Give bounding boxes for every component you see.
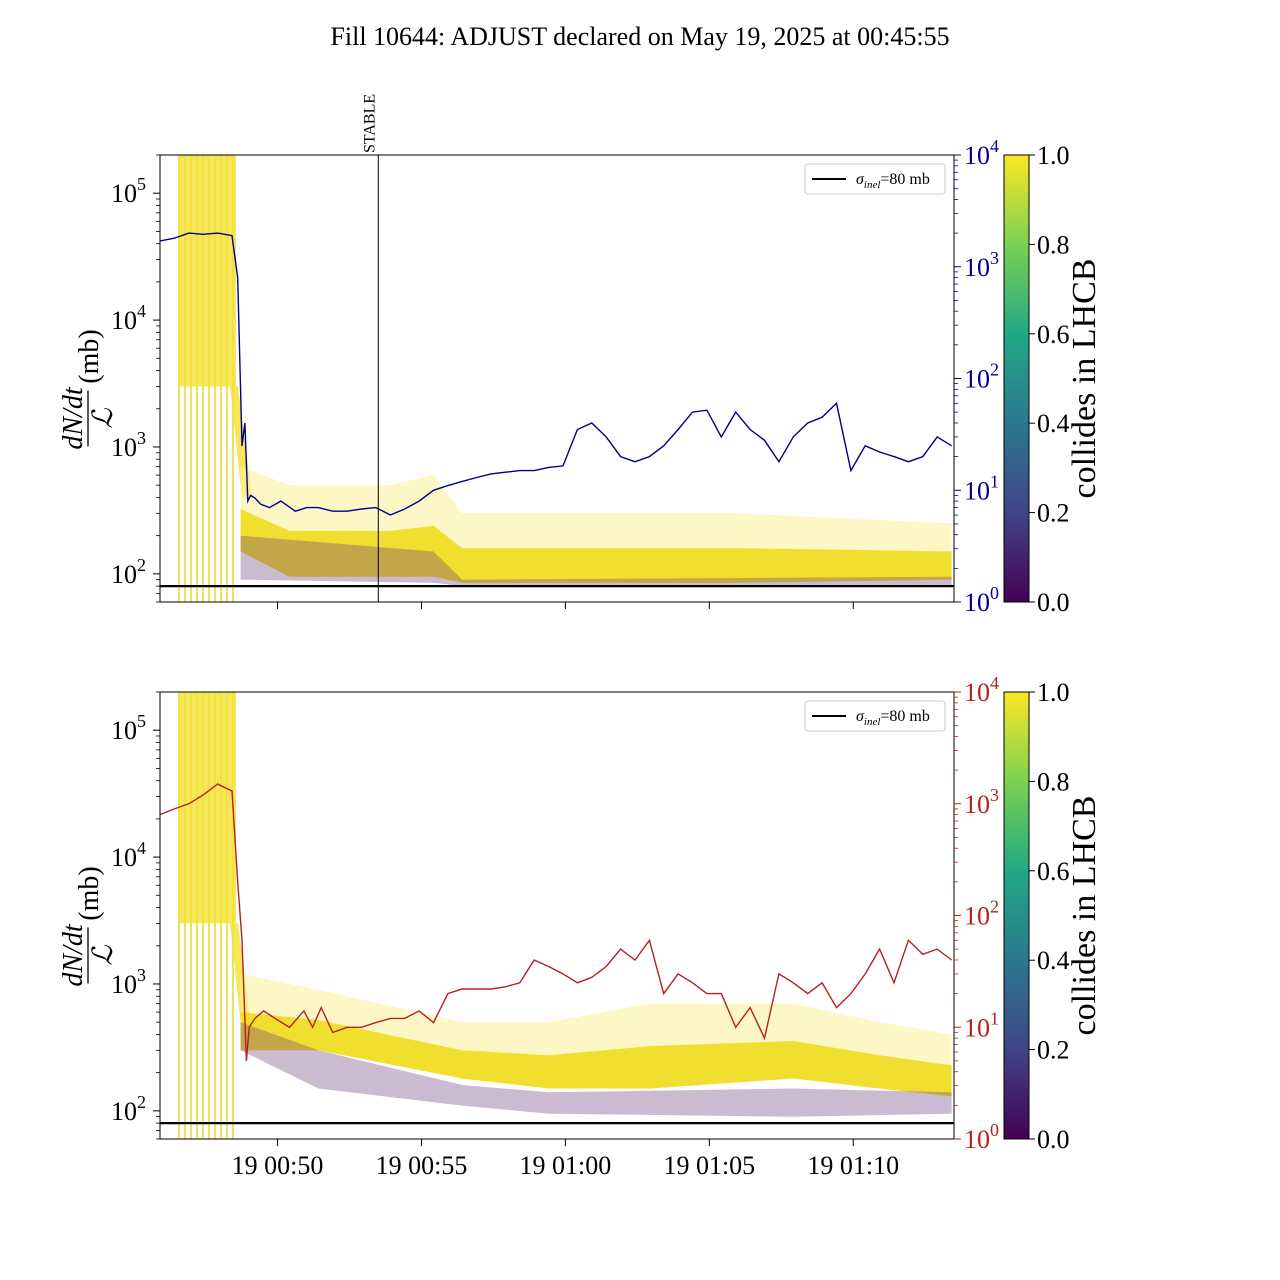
stable-marker-label: STABLE: [361, 94, 378, 153]
legend-box: [804, 700, 946, 732]
colorbar-tick-label: 1.0: [1037, 678, 1070, 707]
y-axis-label: dN/dt ℒ (mb): [58, 329, 119, 449]
colorbar-tick-label: 0.6: [1037, 320, 1070, 349]
y-tick-label: 104: [111, 301, 146, 335]
pre-adjust-band: [178, 155, 236, 387]
purple-band: [240, 1022, 952, 1117]
y2-tick-label: 104: [964, 673, 999, 707]
x-tick-label: 19 00:50: [232, 1151, 324, 1180]
y-tick-label: 105: [111, 174, 146, 208]
y-tick-label: 102: [111, 555, 146, 589]
y-tick-label: 103: [111, 965, 146, 999]
colorbar-gradient: [1003, 154, 1030, 603]
colorbar-tick-label: 1.0: [1037, 141, 1070, 170]
y2-tick-label: 104: [964, 136, 999, 170]
panel-top: STABLE 102 103 104 105 100 101 102 103 104 dN/dt ℒ (…: [58, 94, 1103, 617]
legend-label: σinel=80 mb: [856, 171, 930, 191]
bottom-plot-area: [160, 692, 954, 1139]
panel-bottom: 102 103 104 105 100 101 102 103 104 19 00:50 19 00…: [58, 673, 1103, 1180]
colorbar: 0.0 0.2 0.4 0.6 0.8 1.0 collides in LHCB: [1003, 678, 1103, 1154]
top-plot-area: [160, 155, 954, 602]
y2-tick-label: 103: [964, 785, 999, 819]
legend: σinel=80 mb: [804, 700, 946, 732]
top-y2-series-line: [160, 232, 952, 516]
colorbar-tick-label: 0.2: [1037, 1036, 1070, 1065]
colorbar-tick-label: 0.8: [1037, 230, 1070, 259]
colorbar-label: collides in LHCB: [1066, 259, 1103, 499]
y2-tick-label: 103: [964, 248, 999, 282]
legend-label: σinel=80 mb: [856, 708, 930, 728]
colorbar-tick-label: 0.8: [1037, 767, 1070, 796]
pre-adjust-band: [178, 692, 236, 924]
y2-tick-label: 102: [964, 360, 999, 394]
y-label-unit: (mb): [74, 866, 105, 920]
y-tick-label: 104: [111, 838, 146, 872]
y-label-denominator: ℒ: [88, 408, 119, 429]
y-label-numerator: dN/dt: [58, 386, 89, 449]
y-axis-label: dN/dt ℒ (mb): [58, 866, 119, 986]
y-tick-label: 102: [111, 1092, 146, 1126]
x-tick-label: 19 00:55: [376, 1151, 468, 1180]
chart-title: Fill 10644: ADJUST declared on May 19, 2…: [330, 22, 949, 51]
y2-tick-label: 101: [964, 1008, 999, 1042]
y-label-numerator: dN/dt: [58, 923, 89, 986]
legend: σinel=80 mb: [804, 163, 946, 195]
colorbar-tick-label: 0.2: [1037, 499, 1070, 528]
yellow-band: [240, 1012, 952, 1097]
y2-tick-label: 100: [964, 583, 999, 617]
y-tick-label: 103: [111, 428, 146, 462]
yellow-band: [240, 509, 952, 583]
x-tick-label: 19 01:10: [807, 1151, 899, 1180]
colorbar-tick-label: 0.6: [1037, 857, 1070, 886]
colorbar-label: collides in LHCB: [1066, 796, 1103, 1036]
colorbar-tick-label: 0.0: [1037, 588, 1070, 617]
y2-tick-label: 101: [964, 471, 999, 505]
legend-box: [804, 163, 946, 195]
bottom-y2-series-line: [160, 783, 953, 1061]
y-label-unit: (mb): [74, 329, 105, 383]
y2-tick-label: 100: [964, 1120, 999, 1154]
x-tick-label: 19 01:05: [663, 1151, 755, 1180]
colorbar-tick-label: 0.4: [1037, 946, 1070, 975]
colorbar-gradient: [1003, 691, 1030, 1140]
colorbar-tick-label: 0.0: [1037, 1125, 1070, 1154]
colorbar-tick-label: 0.4: [1037, 409, 1070, 438]
purple-band: [240, 535, 952, 587]
x-tick-label: 19 01:00: [520, 1151, 612, 1180]
y2-tick-label: 102: [964, 897, 999, 931]
y-tick-label: 105: [111, 711, 146, 745]
colorbar: 0.0 0.2 0.4 0.6 0.8 1.0 collides in LHCB: [1003, 141, 1103, 617]
y-label-denominator: ℒ: [88, 945, 119, 966]
